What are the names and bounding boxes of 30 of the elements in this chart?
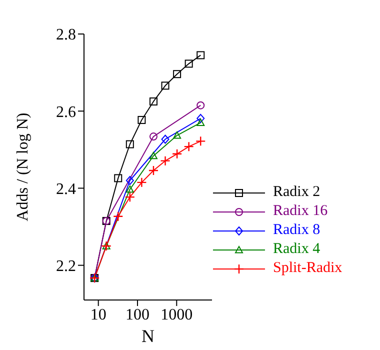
legend-label: Split-Radix: [273, 260, 342, 277]
point: [124, 192, 136, 202]
y-tick-label: 2.8: [56, 26, 76, 44]
legend-label: Radix 2: [273, 184, 320, 201]
y-tick-label: 2.4: [56, 180, 76, 198]
x-tick-label: 10: [90, 306, 106, 324]
point: [196, 51, 205, 60]
y-tick-label: 2.2: [56, 258, 76, 275]
legend-label: Radix 16: [273, 203, 328, 220]
x-axis-title: N: [142, 326, 154, 346]
point: [149, 97, 158, 106]
point: [172, 148, 182, 159]
legend-label: Radix 8: [273, 222, 320, 239]
x-tick-label: 1000: [160, 306, 193, 324]
y-tick-label: 2.6: [56, 104, 76, 121]
point: [161, 82, 170, 90]
point: [148, 165, 159, 176]
point: [160, 156, 170, 166]
point: [173, 70, 182, 78]
legend-label: Radix 4: [273, 241, 320, 258]
x-tick-label: 100: [125, 306, 150, 324]
point: [113, 211, 124, 222]
point: [196, 136, 206, 146]
point: [126, 140, 134, 148]
point: [114, 174, 122, 182]
point: [184, 60, 193, 68]
y-axis-title: Adds / (N log N): [14, 112, 32, 222]
point: [138, 116, 146, 124]
point: [184, 141, 194, 152]
point: [136, 177, 147, 188]
